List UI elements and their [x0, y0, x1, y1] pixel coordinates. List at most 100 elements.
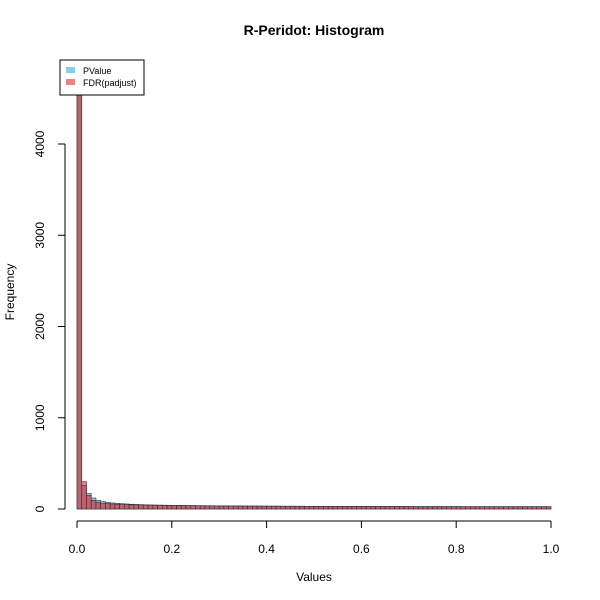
histogram-bar-overlap: [280, 505, 286, 510]
histogram-bar-overlap: [384, 506, 391, 510]
histogram-bar-overlap: [124, 504, 130, 510]
histogram-bar-overlap: [399, 506, 405, 510]
histogram-bar-overlap: [455, 506, 462, 510]
legend-swatch-pvalue: [66, 67, 75, 73]
histogram-bar-overlap: [204, 505, 211, 510]
histogram-bar-overlap: [460, 506, 466, 510]
x-tick-label: 0.8: [448, 542, 465, 556]
histogram-bar-overlap: [451, 506, 457, 510]
histogram-bar-overlap: [517, 506, 523, 510]
bars-layer: [76, 79, 552, 510]
histogram-bar-overlap: [417, 506, 424, 510]
histogram-bar-overlap: [285, 506, 291, 510]
legend: PValue FDR(padjust): [59, 59, 145, 96]
histogram-bar-overlap: [394, 506, 400, 510]
histogram-bar-overlap: [337, 506, 343, 510]
histogram-bar-overlap: [370, 506, 376, 510]
chart-title: R-Peridot: Histogram: [244, 22, 385, 38]
x-tick-label: 0.4: [258, 542, 275, 556]
histogram-bar-overlap: [512, 506, 519, 510]
y-tick-label: 4000: [33, 130, 47, 157]
histogram-bar-overlap: [294, 506, 301, 510]
legend-label-pvalue: PValue: [83, 66, 111, 76]
histogram-bar-overlap: [498, 506, 504, 510]
histogram-bar-overlap: [313, 506, 320, 510]
histogram-bar-overlap: [86, 495, 92, 510]
histogram-bar-overlap: [199, 505, 206, 510]
histogram-bar-overlap: [541, 506, 547, 510]
histogram-bar-overlap: [508, 506, 514, 510]
histogram-bar-overlap: [308, 506, 315, 510]
histogram-bar-overlap: [237, 505, 244, 510]
histogram-bar-overlap: [152, 504, 158, 510]
histogram-bar-overlap: [422, 506, 429, 510]
histogram-bar-overlap: [299, 506, 305, 510]
y-axis-label: Frequency: [3, 264, 17, 321]
histogram-bar-overlap: [403, 506, 410, 510]
histogram-bar-overlap: [413, 506, 419, 510]
histogram-bar-overlap: [327, 506, 334, 510]
histogram-bar-overlap: [157, 505, 163, 510]
histogram-bar-overlap: [489, 506, 495, 510]
histogram-bar-overlap: [214, 505, 220, 510]
histogram-bar-overlap: [351, 506, 357, 510]
histogram-bar-overlap: [100, 502, 106, 510]
histogram-bar-overlap: [545, 506, 552, 510]
histogram-bar-overlap: [503, 506, 509, 510]
histogram-bar-overlap: [176, 505, 182, 510]
histogram-bar-overlap: [143, 504, 149, 510]
histogram-bar-overlap: [90, 500, 97, 510]
y-tick-label: 3000: [33, 222, 47, 249]
histogram-bar-overlap: [375, 506, 381, 510]
histogram-bar-overlap: [361, 506, 367, 510]
axes-layer: 0.0 0.2 0.4 0.6 0.8 1.0 0 1000 2000 3000 4000: [33, 130, 560, 556]
histogram-bar-overlap: [166, 505, 173, 510]
histogram-bar-overlap: [247, 505, 253, 510]
y-tick-label: 2000: [33, 313, 47, 340]
histogram-bar-overlap: [474, 506, 481, 510]
histogram-bar-overlap: [190, 505, 196, 510]
histogram-bar-overlap: [76, 92, 83, 510]
histogram-bar-overlap: [218, 505, 225, 510]
histogram-bar-overlap: [275, 505, 282, 510]
histogram-bar-overlap: [261, 505, 267, 510]
histogram-bar-overlap: [133, 504, 139, 510]
histogram-bar-overlap: [342, 506, 348, 510]
histogram-bar-overlap: [465, 506, 471, 510]
legend-swatch-fdr: [66, 79, 75, 85]
histogram-bar-overlap: [332, 506, 338, 510]
y-tick-label: 1000: [33, 404, 47, 431]
histogram-bar-overlap: [266, 505, 272, 510]
x-tick-label: 0.6: [353, 542, 370, 556]
histogram-bar-overlap: [114, 503, 120, 510]
histogram-bar-overlap: [81, 484, 87, 510]
x-tick-label: 1.0: [543, 542, 560, 556]
histogram-bar-overlap: [304, 506, 310, 510]
histogram-bar-overlap: [346, 506, 353, 510]
histogram-bar-overlap: [408, 506, 414, 510]
histogram-bar-overlap: [109, 503, 116, 510]
histogram-bar-overlap: [427, 506, 433, 510]
histogram-bar-overlap: [289, 506, 296, 510]
histogram-bar-overlap: [389, 506, 395, 510]
histogram-bar-overlap: [446, 506, 452, 510]
histogram-bar-overlap: [242, 505, 248, 510]
histogram-bar-overlap: [147, 504, 154, 510]
histogram-bar-overlap: [256, 505, 263, 510]
histogram-bar-overlap: [318, 506, 324, 510]
legend-box: [59, 59, 145, 96]
histogram-bar-overlap: [536, 506, 542, 510]
histogram-bar-overlap: [171, 505, 177, 510]
histogram-bar-overlap: [233, 505, 239, 510]
histogram-bar-overlap: [271, 505, 277, 510]
histogram-bar-overlap: [162, 505, 168, 510]
histogram-bar-overlap: [128, 504, 135, 510]
histogram-bar-overlap: [228, 505, 234, 510]
histogram-bar-overlap: [105, 503, 111, 510]
histogram-bar-overlap: [119, 504, 125, 510]
histogram-bar-overlap: [195, 505, 201, 510]
histogram-bar-overlap: [252, 505, 258, 510]
histogram-bar-overlap: [209, 505, 215, 510]
histogram-bar-overlap: [531, 506, 538, 510]
